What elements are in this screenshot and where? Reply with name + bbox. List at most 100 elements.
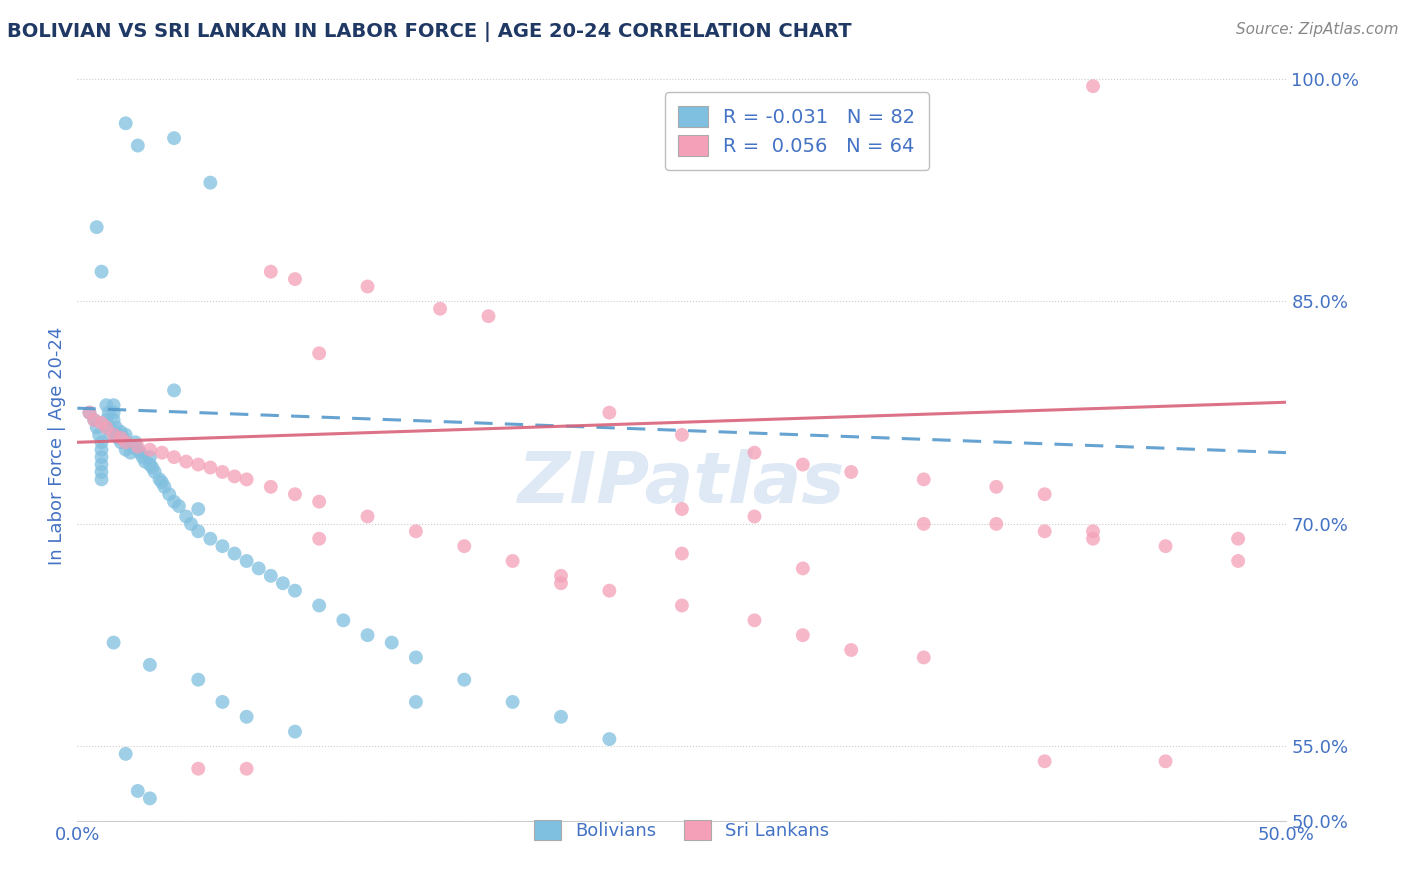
Point [405, 695, 427, 709]
Point [671, 428, 693, 442]
Point [163, 494, 186, 508]
Point [157, 487, 180, 501]
Point [97, 406, 120, 420]
Point [308, 494, 330, 508]
Point [187, 762, 209, 776]
Point [671, 502, 693, 516]
Point [405, 650, 427, 665]
Point [211, 539, 233, 553]
Point [550, 569, 572, 583]
Point [153, 480, 176, 494]
Point [86, 420, 108, 434]
Point [671, 547, 693, 561]
Point [167, 499, 190, 513]
Point [477, 309, 499, 323]
Point [200, 460, 222, 475]
Point [90, 435, 112, 450]
Point [1227, 532, 1250, 546]
Point [96, 413, 118, 427]
Point [598, 406, 620, 420]
Point [308, 532, 330, 546]
Point [96, 420, 118, 434]
Point [598, 732, 620, 747]
Legend: Bolivians, Sri Lankans: Bolivians, Sri Lankans [522, 807, 842, 853]
Point [308, 599, 330, 613]
Point [235, 762, 257, 776]
Point [1033, 524, 1056, 539]
Point [671, 599, 693, 613]
Point [260, 265, 283, 279]
Point [1081, 79, 1104, 94]
Point [235, 472, 257, 486]
Point [1154, 754, 1177, 768]
Point [90, 450, 112, 464]
Point [103, 428, 125, 442]
Point [1033, 487, 1056, 501]
Point [163, 131, 186, 145]
Point [105, 428, 128, 442]
Point [912, 472, 935, 486]
Point [744, 445, 766, 459]
Point [103, 635, 125, 649]
Point [187, 458, 209, 472]
Point [79, 406, 101, 420]
Point [271, 576, 294, 591]
Point [148, 472, 170, 486]
Point [839, 643, 862, 657]
Point [150, 475, 173, 490]
Point [187, 673, 209, 687]
Point [598, 583, 620, 598]
Point [83, 413, 105, 427]
Point [112, 431, 135, 445]
Point [139, 657, 162, 672]
Point [103, 413, 125, 427]
Point [224, 547, 246, 561]
Point [986, 480, 1008, 494]
Point [180, 516, 202, 531]
Point [744, 613, 766, 627]
Point [79, 406, 101, 420]
Point [90, 442, 112, 457]
Point [127, 440, 149, 454]
Point [87, 428, 110, 442]
Point [429, 301, 451, 316]
Point [139, 458, 162, 472]
Point [356, 628, 378, 642]
Point [150, 445, 173, 459]
Point [127, 138, 149, 153]
Point [260, 480, 283, 494]
Point [96, 398, 118, 412]
Point [163, 384, 186, 398]
Point [381, 635, 404, 649]
Point [114, 428, 136, 442]
Point [139, 442, 162, 457]
Point [211, 465, 233, 479]
Point [110, 435, 132, 450]
Point [792, 458, 814, 472]
Point [90, 265, 112, 279]
Point [284, 272, 307, 286]
Point [103, 406, 125, 420]
Point [405, 524, 427, 539]
Point [174, 509, 197, 524]
Point [200, 532, 222, 546]
Point [1033, 754, 1056, 768]
Point [187, 502, 209, 516]
Point [143, 465, 166, 479]
Point [308, 346, 330, 360]
Point [912, 516, 935, 531]
Point [129, 445, 152, 459]
Point [114, 442, 136, 457]
Point [122, 440, 145, 454]
Point [110, 425, 132, 439]
Point [114, 435, 136, 450]
Point [187, 524, 209, 539]
Point [86, 220, 108, 235]
Point [90, 458, 112, 472]
Point [839, 465, 862, 479]
Point [284, 487, 307, 501]
Point [284, 583, 307, 598]
Point [453, 539, 475, 553]
Point [90, 416, 112, 430]
Point [1081, 524, 1104, 539]
